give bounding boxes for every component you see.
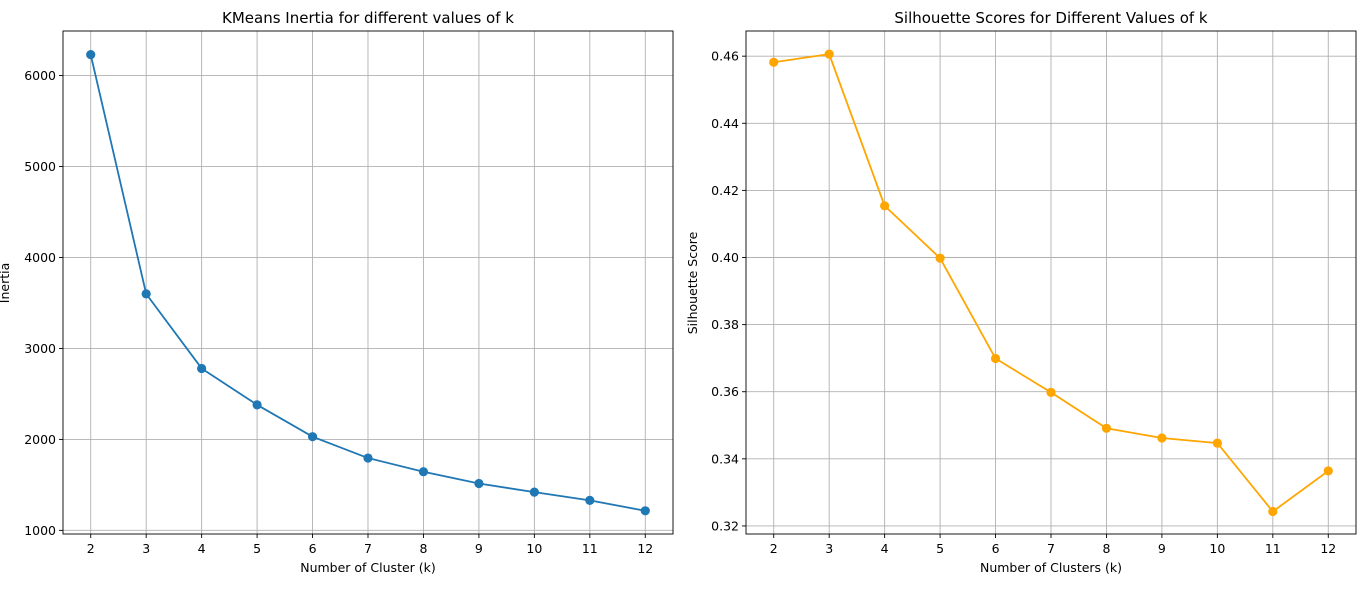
x-tick-label: 2 bbox=[87, 541, 95, 556]
x-tick-label: 5 bbox=[936, 541, 944, 556]
x-tick-label: 11 bbox=[1265, 541, 1281, 556]
x-tick-label: 12 bbox=[1320, 541, 1336, 556]
y-tick-label: 0.34 bbox=[711, 451, 739, 466]
x-axis-label: Number of Clusters (k) bbox=[980, 560, 1122, 575]
y-tick-label: 3000 bbox=[24, 341, 56, 356]
y-tick-label: 1000 bbox=[24, 523, 56, 538]
x-tick-label: 4 bbox=[198, 541, 206, 556]
y-tick-label: 0.46 bbox=[711, 49, 739, 64]
data-point bbox=[363, 453, 373, 463]
data-point bbox=[640, 506, 650, 516]
data-point bbox=[1268, 506, 1278, 517]
x-tick-label: 8 bbox=[1102, 541, 1110, 556]
y-tick-label: 0.42 bbox=[711, 183, 739, 198]
x-tick-label: 8 bbox=[419, 541, 427, 556]
data-point bbox=[141, 289, 151, 299]
x-tick-label: 7 bbox=[364, 541, 372, 556]
data-point bbox=[86, 50, 96, 60]
data-point bbox=[197, 363, 207, 374]
silhouette-chart: Silhouette Scores for Different Values o… bbox=[685, 9, 1357, 575]
x-tick-label: 3 bbox=[142, 541, 150, 556]
y-axis-label: Inertia bbox=[0, 263, 12, 303]
y-tick-label: 0.38 bbox=[711, 317, 739, 332]
data-point bbox=[585, 495, 595, 505]
plot-frame bbox=[745, 30, 1357, 535]
x-tick-label: 10 bbox=[1209, 541, 1225, 556]
data-point bbox=[418, 467, 429, 477]
y-tick-label: 4000 bbox=[24, 250, 56, 265]
y-tick-label: 5000 bbox=[24, 159, 56, 174]
x-tick-label: 7 bbox=[1047, 541, 1055, 556]
y-tick-label: 0.36 bbox=[711, 384, 739, 399]
x-tick-label: 5 bbox=[253, 541, 261, 556]
data-point bbox=[1323, 466, 1333, 476]
x-tick-label: 3 bbox=[825, 541, 833, 556]
y-tick-label: 0.44 bbox=[711, 116, 739, 131]
chart-title: Silhouette Scores for Different Values o… bbox=[894, 9, 1208, 27]
data-point bbox=[1101, 423, 1112, 433]
x-tick-label: 12 bbox=[637, 541, 653, 556]
data-point bbox=[880, 201, 890, 211]
data-point bbox=[990, 353, 1001, 364]
y-tick-label: 6000 bbox=[24, 68, 56, 83]
data-point bbox=[1046, 387, 1056, 397]
data-point bbox=[769, 57, 779, 67]
x-tick-label: 2 bbox=[770, 541, 778, 556]
inertia-chart: KMeans Inertia for different values of k… bbox=[0, 9, 674, 575]
data-point bbox=[824, 49, 834, 59]
x-tick-label: 6 bbox=[309, 541, 317, 556]
data-point bbox=[1157, 433, 1167, 443]
chart-title: KMeans Inertia for different values of k bbox=[222, 9, 514, 27]
x-tick-label: 9 bbox=[1158, 541, 1166, 556]
data-point bbox=[252, 400, 262, 410]
plot-frame bbox=[62, 30, 674, 535]
x-tick-label: 9 bbox=[475, 541, 483, 556]
y-tick-label: 2000 bbox=[24, 432, 56, 447]
x-tick-label: 11 bbox=[582, 541, 598, 556]
x-axis-label: Number of Cluster (k) bbox=[300, 560, 436, 575]
data-point bbox=[1212, 438, 1222, 448]
x-tick-label: 4 bbox=[881, 541, 889, 556]
y-tick-label: 0.40 bbox=[711, 250, 739, 265]
y-axis-label: Silhouette Score bbox=[685, 231, 700, 334]
data-point bbox=[935, 253, 945, 263]
data-point bbox=[307, 432, 318, 442]
x-tick-label: 6 bbox=[992, 541, 1000, 556]
y-tick-label: 0.32 bbox=[711, 518, 739, 533]
x-tick-label: 10 bbox=[526, 541, 542, 556]
data-point bbox=[529, 487, 539, 497]
data-point bbox=[474, 478, 484, 489]
